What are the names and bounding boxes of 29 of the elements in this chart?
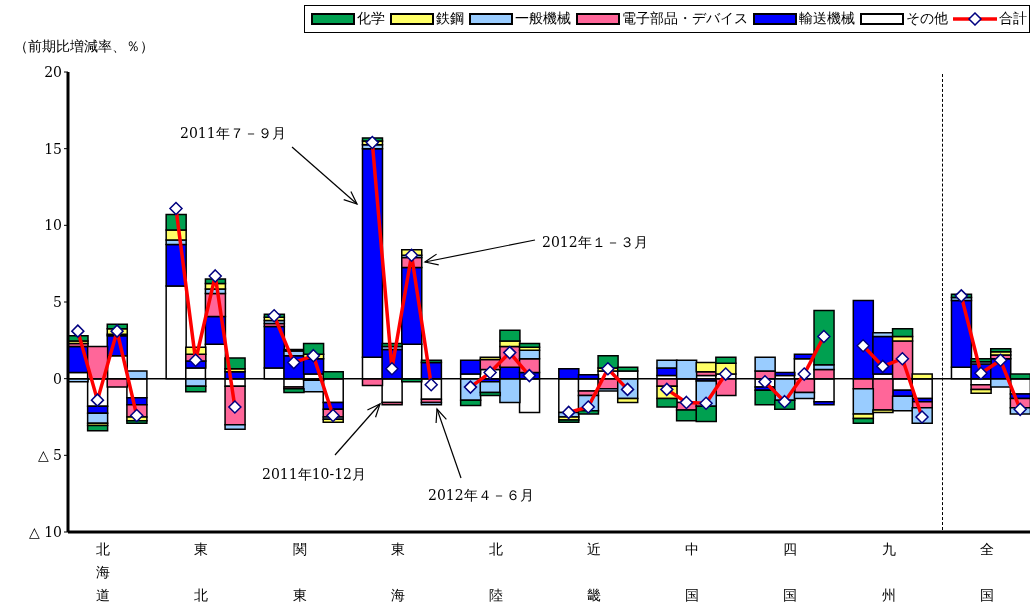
legend-label: 合計 [999, 10, 1027, 28]
category-label: 九州 [881, 541, 896, 603]
y-tick-label: △ 10 [28, 523, 62, 540]
category-label: 関東 [292, 541, 307, 603]
annotation: 2012年４－６月 [428, 487, 534, 505]
category-label: 全国 [979, 541, 994, 603]
legend-label: 輸送機械 [799, 10, 855, 28]
category-label: 北陸 [488, 541, 503, 603]
category-label: 四国 [783, 541, 798, 603]
y-tick-label: △ 5 [37, 447, 62, 464]
legend-label: 化学 [357, 10, 385, 28]
category-label: 東海 [390, 541, 405, 603]
x-tick-label: 北海道 [96, 541, 111, 603]
annotation: 2011年10-12月 [262, 466, 366, 484]
annotation: 2012年１－３月 [542, 234, 648, 252]
legend-label: その他 [906, 10, 948, 28]
legend-label: 電子部品・デバイス [622, 10, 748, 28]
y-tick-label: 20 [44, 63, 62, 80]
y-tick-label: 15 [44, 140, 62, 157]
y-tick-label: 0 [53, 370, 62, 387]
annotation: 2011年７－９月 [180, 125, 286, 143]
category-label: 近畿 [587, 541, 602, 603]
category-label: 中国 [685, 541, 700, 603]
legend-label: 鉄鋼 [436, 10, 464, 28]
category-label: 東北 [194, 541, 209, 603]
y-tick-label: 5 [53, 293, 62, 310]
legend-label: 一般機械 [515, 10, 571, 28]
y-axis-title: （前期比増減率、％） [14, 38, 154, 56]
y-tick-label: 10 [44, 217, 62, 234]
